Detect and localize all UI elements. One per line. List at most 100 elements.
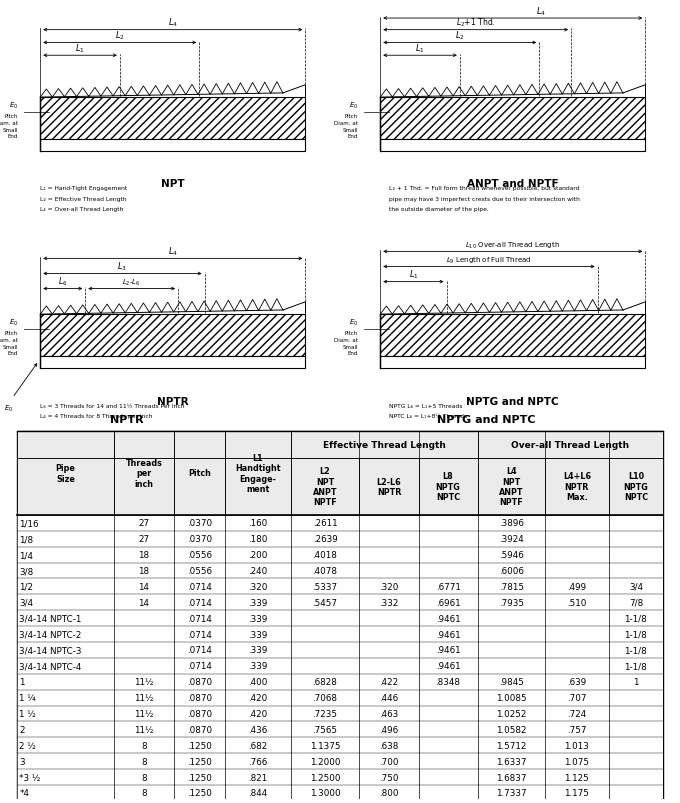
Text: .700: .700	[379, 756, 398, 766]
Text: Diam. at: Diam. at	[0, 337, 18, 343]
Bar	[380, 315, 645, 357]
Bar	[17, 579, 663, 594]
Text: .7565: .7565	[313, 725, 337, 734]
Text: $L_3$: $L_3$	[118, 260, 127, 273]
Text: .499: .499	[567, 582, 586, 591]
Text: .724: .724	[567, 709, 586, 718]
Text: Pitch: Pitch	[5, 331, 18, 336]
Text: Threads
per
inch: Threads per inch	[126, 459, 163, 488]
Text: $L_2$-$L_6$: $L_2$-$L_6$	[122, 278, 141, 288]
Text: $L_1$: $L_1$	[415, 43, 425, 55]
Text: .0870: .0870	[187, 709, 212, 718]
Bar	[477, 458, 545, 516]
Text: 1.0252: 1.0252	[496, 709, 526, 718]
Text: 1/16: 1/16	[20, 519, 39, 528]
Text: .682: .682	[248, 741, 267, 750]
Text: 18: 18	[139, 566, 150, 575]
Text: 1.175: 1.175	[564, 789, 590, 797]
Bar	[40, 98, 305, 140]
Text: 3: 3	[20, 756, 25, 766]
Text: $E_0$: $E_0$	[9, 317, 18, 328]
Text: NPTC L₆ = L₁+8½ Threads: NPTC L₆ = L₁+8½ Threads	[389, 414, 466, 418]
Text: .638: .638	[379, 741, 398, 750]
Bar	[17, 674, 663, 690]
Text: NPT: NPT	[161, 179, 184, 190]
Bar	[17, 769, 663, 785]
Text: 3/4-14 NPTC-4: 3/4-14 NPTC-4	[20, 662, 82, 671]
Text: L4+L6
NPTR
Max.: L4+L6 NPTR Max.	[563, 472, 591, 502]
Bar	[17, 547, 663, 563]
Text: .180: .180	[248, 535, 267, 544]
Text: NPTR: NPTR	[157, 396, 188, 406]
Text: .200: .200	[248, 551, 267, 560]
Text: .9845: .9845	[499, 678, 524, 687]
Text: Pipe
Size: Pipe Size	[56, 463, 75, 483]
Text: .6828: .6828	[313, 678, 337, 687]
Bar	[17, 531, 663, 547]
Text: .240: .240	[248, 566, 267, 575]
Text: NPTG and NPTC: NPTG and NPTC	[437, 414, 536, 425]
Text: .6961: .6961	[436, 598, 460, 607]
Text: 1.3000: 1.3000	[309, 789, 341, 797]
Text: .0556: .0556	[187, 566, 212, 575]
Bar	[17, 658, 663, 674]
Bar	[40, 357, 305, 368]
Text: 1-1/8: 1-1/8	[624, 630, 647, 638]
Text: 1.2500: 1.2500	[310, 772, 340, 781]
Text: 1.013: 1.013	[564, 741, 590, 750]
Text: Diam. at: Diam. at	[0, 120, 18, 126]
Text: 1/4: 1/4	[20, 551, 33, 560]
Bar	[40, 315, 305, 357]
Bar	[17, 690, 663, 706]
Text: Pitch: Pitch	[345, 114, 358, 119]
Text: L₂ = Effective Thread Length: L₂ = Effective Thread Length	[40, 197, 127, 202]
Text: .339: .339	[248, 646, 267, 654]
Text: 1/2: 1/2	[20, 582, 33, 591]
Text: 1.075: 1.075	[564, 756, 590, 766]
Text: 3/4: 3/4	[20, 598, 33, 607]
Text: 1-1/8: 1-1/8	[624, 646, 647, 654]
Text: Small: Small	[343, 128, 358, 132]
Text: .750: .750	[379, 772, 398, 781]
Text: .420: .420	[248, 709, 267, 718]
Text: .7068: .7068	[313, 693, 337, 702]
Text: $L_2$+1 Thd.: $L_2$+1 Thd.	[456, 17, 496, 30]
Text: NPTG and NPTC: NPTG and NPTC	[466, 396, 559, 406]
Bar	[380, 357, 645, 368]
Text: $L_9$ Length of Full Thread: $L_9$ Length of Full Thread	[446, 256, 532, 266]
Text: .510: .510	[567, 598, 586, 607]
Text: 1-1/8: 1-1/8	[624, 614, 647, 623]
Bar	[225, 431, 290, 516]
Text: .3896: .3896	[499, 519, 524, 528]
Text: 1: 1	[633, 678, 639, 687]
Text: L10
NPTG
NPTC: L10 NPTG NPTC	[624, 472, 648, 502]
Text: 11½: 11½	[134, 678, 154, 687]
Text: 1 ¼: 1 ¼	[20, 693, 36, 702]
Text: .400: .400	[248, 678, 267, 687]
Text: .0714: .0714	[187, 598, 211, 607]
Text: Small: Small	[343, 344, 358, 349]
Text: .0870: .0870	[187, 678, 212, 687]
Text: .0714: .0714	[187, 630, 211, 638]
Bar	[290, 458, 360, 516]
Text: .339: .339	[248, 598, 267, 607]
Text: .0870: .0870	[187, 693, 212, 702]
Text: NPTR: NPTR	[110, 414, 143, 425]
Text: End: End	[7, 134, 18, 139]
Text: $L_4$: $L_4$	[168, 17, 178, 30]
Text: 1 ½: 1 ½	[20, 709, 36, 718]
Bar	[17, 722, 663, 737]
Bar	[40, 140, 305, 151]
Text: .0714: .0714	[187, 646, 211, 654]
Text: Pitch: Pitch	[188, 469, 211, 478]
Text: 1-1/8: 1-1/8	[624, 662, 647, 671]
Text: Over-all Thread Length: Over-all Thread Length	[511, 440, 630, 449]
Text: 27: 27	[139, 535, 150, 544]
Text: L₁ = Hand-Tight Engagement: L₁ = Hand-Tight Engagement	[40, 186, 128, 191]
Text: 3/4-14 NPTC-1: 3/4-14 NPTC-1	[20, 614, 82, 623]
Text: 1.125: 1.125	[564, 772, 589, 781]
Bar	[419, 458, 477, 516]
Text: 11½: 11½	[134, 693, 154, 702]
Text: L₂ + 1 Thd. = Full form thread whenever possible, but standard: L₂ + 1 Thd. = Full form thread whenever …	[389, 186, 579, 191]
Bar	[17, 642, 663, 658]
